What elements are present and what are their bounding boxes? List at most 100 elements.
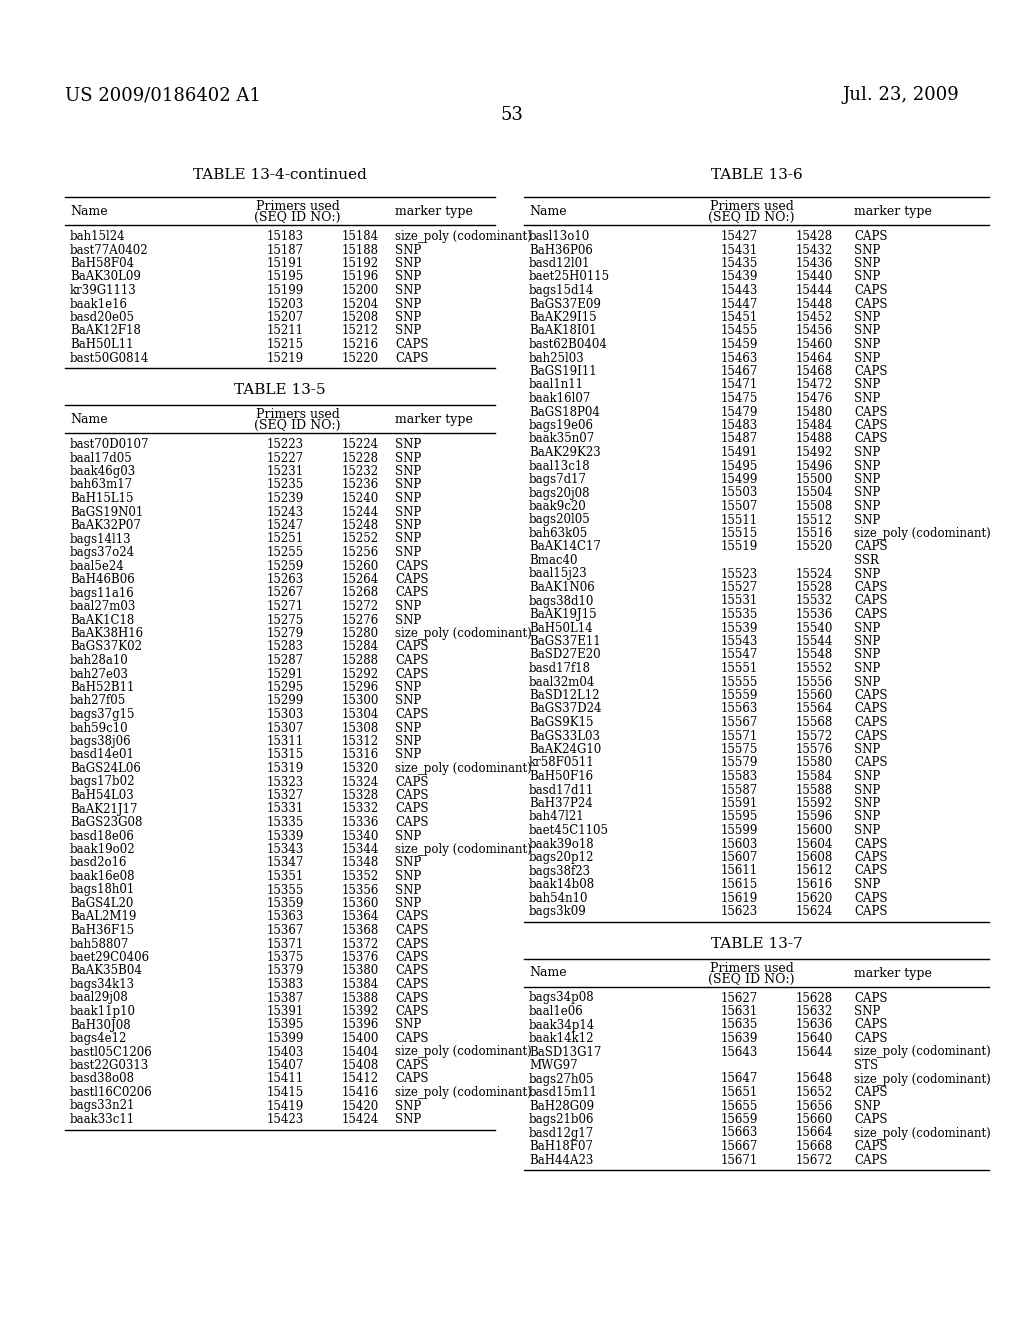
Text: baak35n07: baak35n07 — [529, 433, 595, 446]
Text: TABLE 13-7: TABLE 13-7 — [711, 936, 803, 950]
Text: CAPS: CAPS — [854, 991, 888, 1005]
Text: 15200: 15200 — [341, 284, 379, 297]
Text: 15323: 15323 — [266, 776, 304, 788]
Text: bags4e12: bags4e12 — [70, 1032, 127, 1045]
Text: baak14b08: baak14b08 — [529, 878, 595, 891]
Text: US 2009/0186402 A1: US 2009/0186402 A1 — [65, 86, 261, 104]
Text: CAPS: CAPS — [395, 991, 428, 1005]
Text: 15363: 15363 — [266, 911, 304, 924]
Text: SNP: SNP — [395, 312, 421, 323]
Text: 15512: 15512 — [796, 513, 833, 527]
Text: 15495: 15495 — [720, 459, 758, 473]
Text: bah27f05: bah27f05 — [70, 694, 126, 708]
Text: BaAK12F18: BaAK12F18 — [70, 325, 141, 338]
Text: 15223: 15223 — [266, 438, 303, 451]
Text: baal15j23: baal15j23 — [529, 568, 588, 581]
Text: CAPS: CAPS — [854, 594, 888, 607]
Text: 15576: 15576 — [796, 743, 833, 756]
Text: SNP: SNP — [395, 1019, 421, 1031]
Text: marker type: marker type — [854, 205, 932, 218]
Text: 15507: 15507 — [720, 500, 758, 513]
Text: SNP: SNP — [395, 829, 421, 842]
Text: SNP: SNP — [854, 676, 881, 689]
Text: size_poly (codominant): size_poly (codominant) — [395, 1045, 531, 1059]
Text: CAPS: CAPS — [854, 418, 888, 432]
Text: BaGS33L03: BaGS33L03 — [529, 730, 600, 742]
Text: size_poly (codominant): size_poly (codominant) — [395, 762, 531, 775]
Text: 15368: 15368 — [341, 924, 379, 937]
Text: SNP: SNP — [854, 459, 881, 473]
Text: CAPS: CAPS — [854, 1086, 888, 1100]
Text: 15436: 15436 — [796, 257, 833, 271]
Text: BaH18F07: BaH18F07 — [529, 1140, 593, 1152]
Text: 15340: 15340 — [341, 829, 379, 842]
Text: basd2o16: basd2o16 — [70, 857, 128, 870]
Text: 15544: 15544 — [796, 635, 833, 648]
Text: 15672: 15672 — [796, 1154, 833, 1167]
Text: 15384: 15384 — [341, 978, 379, 991]
Text: 15355: 15355 — [266, 883, 304, 896]
Text: 15584: 15584 — [796, 770, 833, 783]
Text: 15647: 15647 — [720, 1072, 758, 1085]
Text: 15560: 15560 — [796, 689, 833, 702]
Text: kr58F0511: kr58F0511 — [529, 756, 595, 770]
Text: BaAK29K23: BaAK29K23 — [529, 446, 601, 459]
Text: 15448: 15448 — [796, 297, 833, 310]
Text: bags38j06: bags38j06 — [70, 735, 132, 748]
Text: BaH15L15: BaH15L15 — [70, 492, 133, 506]
Text: 15411: 15411 — [266, 1072, 303, 1085]
Text: 15548: 15548 — [796, 648, 833, 661]
Text: baak46g03: baak46g03 — [70, 465, 136, 478]
Text: BaAK30L09: BaAK30L09 — [70, 271, 141, 284]
Text: BaAK38H16: BaAK38H16 — [70, 627, 143, 640]
Text: 15351: 15351 — [266, 870, 304, 883]
Text: 15272: 15272 — [341, 601, 379, 612]
Text: 15444: 15444 — [796, 284, 833, 297]
Text: CAPS: CAPS — [854, 837, 888, 850]
Text: bags38f23: bags38f23 — [529, 865, 591, 878]
Text: SNP: SNP — [854, 622, 881, 635]
Text: 15251: 15251 — [266, 532, 303, 545]
Text: 15427: 15427 — [720, 230, 758, 243]
Text: BaAL2M19: BaAL2M19 — [70, 911, 136, 924]
Text: 15288: 15288 — [341, 653, 379, 667]
Text: size_poly (codominant): size_poly (codominant) — [854, 527, 991, 540]
Text: size_poly (codominant): size_poly (codominant) — [854, 1126, 991, 1139]
Text: SNP: SNP — [395, 601, 421, 612]
Text: 15655: 15655 — [720, 1100, 758, 1113]
Text: SNP: SNP — [854, 878, 881, 891]
Text: bags27h05: bags27h05 — [529, 1072, 595, 1085]
Text: CAPS: CAPS — [854, 906, 888, 917]
Text: bags37g15: bags37g15 — [70, 708, 135, 721]
Text: baak34p14: baak34p14 — [529, 1019, 595, 1031]
Text: 15383: 15383 — [266, 978, 304, 991]
Text: basd20e05: basd20e05 — [70, 312, 135, 323]
Text: 15555: 15555 — [720, 676, 758, 689]
Text: 15192: 15192 — [341, 257, 379, 271]
Text: BaGS4L20: BaGS4L20 — [70, 898, 133, 909]
Text: baak19o02: baak19o02 — [70, 843, 135, 855]
Text: CAPS: CAPS — [854, 230, 888, 243]
Text: CAPS: CAPS — [854, 540, 888, 553]
Text: 15408: 15408 — [341, 1059, 379, 1072]
Text: bast50G0814: bast50G0814 — [70, 351, 150, 364]
Text: bah63k05: bah63k05 — [529, 527, 588, 540]
Text: size_poly (codominant): size_poly (codominant) — [395, 1086, 531, 1100]
Text: bast62B0404: bast62B0404 — [529, 338, 608, 351]
Text: basd17d11: basd17d11 — [529, 784, 594, 796]
Text: CAPS: CAPS — [395, 586, 428, 599]
Text: CAPS: CAPS — [854, 297, 888, 310]
Text: 15564: 15564 — [796, 702, 833, 715]
Text: bast70D0107: bast70D0107 — [70, 438, 150, 451]
Text: 15531: 15531 — [720, 594, 758, 607]
Text: SNP: SNP — [854, 392, 881, 405]
Text: 15519: 15519 — [720, 540, 758, 553]
Text: 15287: 15287 — [266, 653, 303, 667]
Text: bah47l21: bah47l21 — [529, 810, 585, 824]
Text: 15523: 15523 — [720, 568, 758, 581]
Text: 15347: 15347 — [266, 857, 304, 870]
Text: 15619: 15619 — [720, 891, 758, 904]
Text: 15568: 15568 — [796, 715, 833, 729]
Text: 15228: 15228 — [341, 451, 379, 465]
Text: 15624: 15624 — [796, 906, 833, 917]
